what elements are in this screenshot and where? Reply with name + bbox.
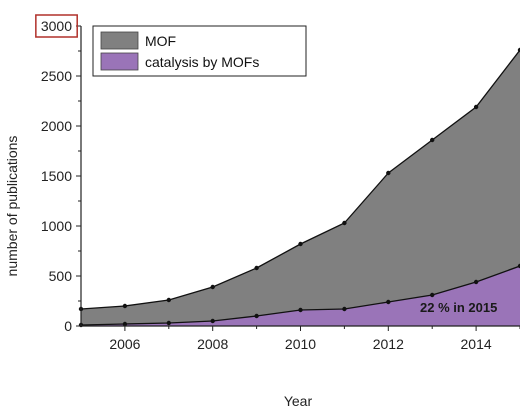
data-point-series-0-2015 [517,47,520,53]
plot-areas [81,50,520,326]
data-point-series-0-2013 [430,137,435,143]
legend-label-catalysis: catalysis by MOFs [145,54,259,70]
data-point-series-0-2009 [254,265,259,271]
data-point-series-1-2014 [473,279,479,285]
y-tick-label-0: 0 [64,318,72,334]
x-axis-title: Year [284,393,313,409]
y-axis-title: number of publications [4,136,20,277]
data-point-series-0-2012 [386,170,391,176]
y-ticks: 0 500 1000 1500 2000 2500 3000 [41,18,81,334]
data-point-series-0-2011 [342,220,347,226]
x-tick-label-2012: 2012 [373,336,404,352]
data-point-series-1-2006 [122,321,128,327]
y-tick-label-1500: 1500 [41,168,72,184]
x-tick-label-2010: 2010 [285,336,316,352]
data-point-series-0-2007 [166,297,171,303]
area-series-0 [81,50,520,326]
data-point-series-0-2014 [473,104,479,110]
x-tick-label-2006: 2006 [109,336,140,352]
data-point-series-1-2007 [166,320,171,326]
x-tick-label-2014: 2014 [461,336,492,352]
legend: MOF catalysis by MOFs [92,25,307,77]
series-markers [78,47,520,328]
data-point-series-1-2009 [254,313,259,319]
x-tick-label-2008: 2008 [197,336,228,352]
data-point-series-1-2015 [517,263,520,269]
data-point-series-1-2008 [210,318,215,324]
data-point-series-0-2008 [210,284,215,290]
legend-swatch-catalysis [100,52,139,71]
highlight-box [35,14,78,38]
legend-swatch-mof [100,31,139,50]
y-tick-label-2000: 2000 [41,118,72,134]
data-point-series-1-2011 [342,306,347,312]
data-point-series-1-2012 [386,299,391,305]
data-point-series-1-2013 [430,292,435,298]
data-point-series-1-2010 [298,307,303,313]
area-series-1 [81,266,520,326]
y-tick-label-500: 500 [49,268,73,284]
y-tick-label-1000: 1000 [41,218,72,234]
data-point-series-0-2010 [298,241,303,247]
data-point-series-0-2006 [122,303,128,309]
x-ticks: 2006 2008 2010 2012 2014 [109,326,520,352]
legend-label-mof: MOF [145,33,176,49]
y-tick-label-2500: 2500 [41,68,72,84]
y-tick-label-3000: 3000 [41,18,72,34]
annotation-label: 22 % in 2015 [420,300,497,315]
